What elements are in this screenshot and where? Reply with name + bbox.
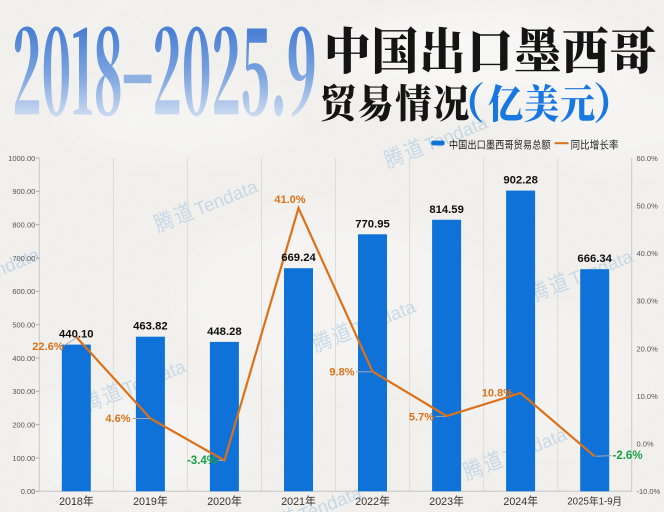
svg-text:4.6%: 4.6% (105, 413, 130, 425)
svg-text:300.00: 300.00 (12, 387, 35, 396)
svg-text:0.00: 0.00 (21, 487, 36, 496)
svg-text:2018: 2018 (59, 496, 83, 508)
svg-text:50.0%: 50.0% (637, 201, 659, 210)
svg-text:2021: 2021 (281, 496, 305, 508)
svg-text:0.0%: 0.0% (637, 439, 654, 448)
svg-text:1000.00: 1000.00 (8, 154, 35, 163)
svg-text:700.00: 700.00 (12, 254, 35, 263)
svg-text:500.00: 500.00 (12, 320, 35, 329)
svg-text:600.00: 600.00 (12, 287, 35, 296)
svg-text:-2.6%: -2.6% (613, 450, 643, 462)
svg-text:2022: 2022 (355, 496, 379, 508)
svg-text:463.82: 463.82 (133, 321, 168, 333)
svg-text:10.8%: 10.8% (482, 388, 513, 400)
svg-text:770.95: 770.95 (355, 218, 390, 230)
svg-text:2019: 2019 (133, 496, 157, 508)
svg-text:20.0%: 20.0% (637, 344, 659, 353)
svg-text:-10.0%: -10.0% (637, 487, 661, 496)
svg-text:669.24: 669.24 (281, 252, 316, 264)
svg-text:41.0%: 41.0% (274, 194, 305, 206)
svg-text:60.0%: 60.0% (637, 154, 659, 163)
svg-text:2024: 2024 (503, 496, 527, 508)
svg-text:666.34: 666.34 (577, 253, 612, 265)
svg-text:900.00: 900.00 (12, 187, 35, 196)
svg-text:30.0%: 30.0% (637, 297, 659, 306)
svg-text:5.7%: 5.7% (409, 411, 434, 423)
svg-text:2025: 2025 (567, 497, 589, 508)
svg-text:-3.4%: -3.4% (187, 455, 217, 467)
svg-text:2020: 2020 (207, 496, 231, 508)
svg-text:40.0%: 40.0% (637, 249, 659, 258)
svg-text:400.00: 400.00 (12, 354, 35, 363)
svg-text:440.10: 440.10 (59, 329, 94, 341)
svg-text:100.00: 100.00 (12, 454, 35, 463)
svg-text:800.00: 800.00 (12, 220, 35, 229)
svg-text:814.59: 814.59 (429, 204, 464, 216)
svg-text:9.8%: 9.8% (329, 367, 354, 379)
svg-text:902.28: 902.28 (503, 175, 538, 187)
svg-text:10.0%: 10.0% (637, 392, 659, 401)
svg-text:200.00: 200.00 (12, 420, 35, 429)
svg-text:22.6%: 22.6% (32, 341, 63, 353)
svg-text:2023: 2023 (429, 496, 453, 508)
svg-text:1-9: 1-9 (599, 497, 613, 508)
svg-text:448.28: 448.28 (207, 326, 242, 338)
